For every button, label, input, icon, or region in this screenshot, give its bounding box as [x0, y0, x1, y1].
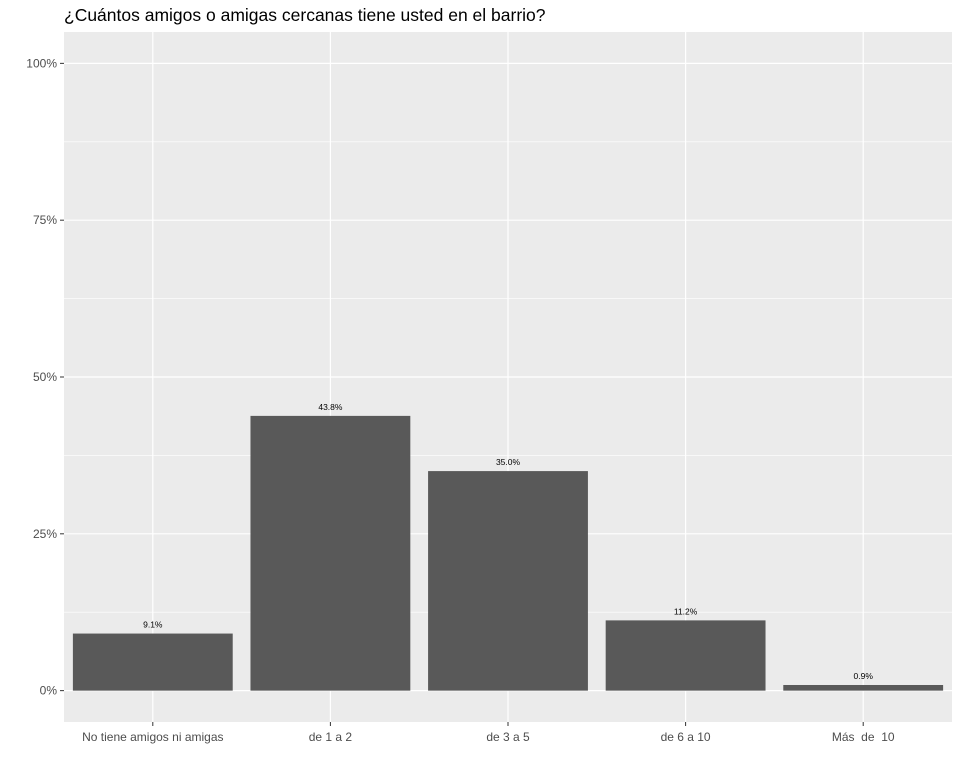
- chart-title: ¿Cuántos amigos o amigas cercanas tiene …: [64, 5, 546, 25]
- bars: [72, 415, 944, 691]
- x-tick-label: de 6 a 10: [661, 730, 711, 744]
- bar: [72, 633, 233, 691]
- data-label: 9.1%: [143, 620, 163, 630]
- y-tick-label: 50%: [33, 370, 57, 384]
- x-tick-label: No tiene amigos ni amigas: [82, 730, 223, 744]
- y-tick-label: 100%: [26, 56, 57, 70]
- data-label: 35.0%: [496, 457, 521, 467]
- x-tick-label: Más de 10: [832, 730, 895, 744]
- data-label: 0.9%: [854, 671, 874, 681]
- y-tick-label: 25%: [33, 527, 57, 541]
- x-axis: No tiene amigos ni amigas de 1 a 2 de 3 a …: [82, 722, 895, 744]
- bar: [250, 415, 411, 691]
- x-tick-label: de 1 a 2: [309, 730, 353, 744]
- bar: [428, 471, 588, 691]
- x-tick-label: de 3 a 5: [486, 730, 530, 744]
- data-labels: 9.1% 43.8% 35.0% 11.2% 0.9%: [143, 402, 873, 681]
- y-tick-label: 75%: [33, 213, 57, 227]
- y-axis: 0% 25% 50% 75% 100%: [26, 56, 64, 698]
- y-tick-label: 0%: [40, 684, 58, 698]
- bar: [605, 620, 766, 691]
- data-label: 43.8%: [318, 402, 343, 412]
- bar: [783, 684, 944, 691]
- data-label: 11.2%: [674, 606, 698, 616]
